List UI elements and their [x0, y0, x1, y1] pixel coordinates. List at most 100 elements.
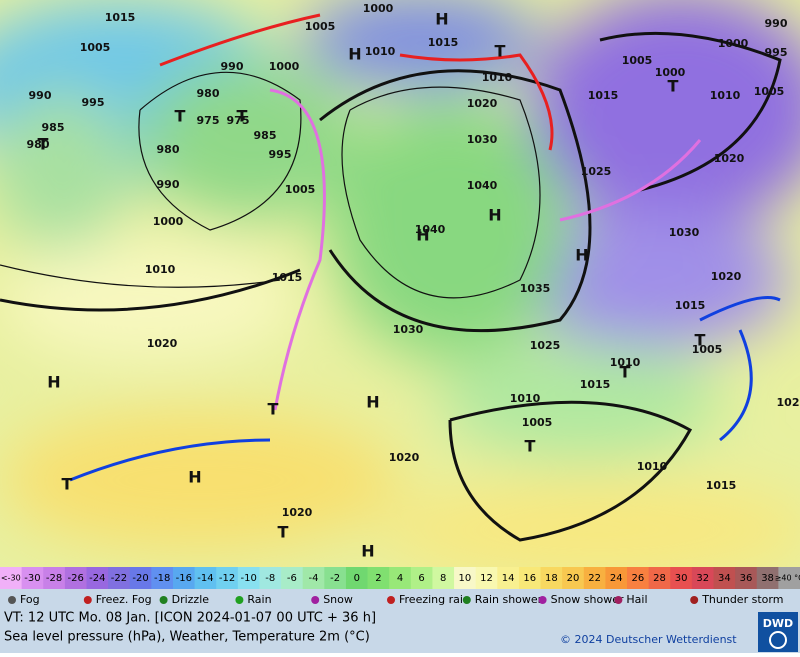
- description: Sea level pressure (hPa), Weather, Tempe…: [4, 630, 370, 645]
- color-cell: [43, 567, 66, 589]
- isobar-label: 1010: [510, 392, 541, 405]
- color-label: 0: [354, 573, 360, 584]
- color-label: -28: [46, 573, 62, 584]
- weather-icon: [83, 596, 92, 604]
- color-cell: [151, 567, 174, 589]
- color-label: 16: [523, 573, 536, 584]
- color-cell: [454, 567, 477, 589]
- pressure-center: T: [695, 331, 706, 350]
- color-cell: [172, 567, 196, 589]
- color-label: -10: [240, 573, 256, 584]
- isobar-label: 1035: [520, 282, 551, 295]
- weather-label: Freezing rain: [399, 593, 470, 606]
- isobar-label: 1015: [588, 89, 619, 102]
- color-label: -20: [132, 573, 148, 584]
- isobar-label: 1020: [147, 337, 178, 350]
- color-label: -18: [154, 573, 170, 584]
- color-label: -12: [219, 573, 235, 584]
- color-label: 10: [458, 573, 471, 584]
- isobar-label: 1020: [282, 506, 313, 519]
- isobar-label: 1005: [285, 183, 316, 196]
- isobar-label: 980: [197, 87, 220, 100]
- isobar-label: 1010: [145, 263, 176, 276]
- color-cell: [735, 567, 758, 589]
- isobar-label: 990: [765, 17, 788, 30]
- color-label: 24: [610, 573, 623, 584]
- color-cell: [367, 567, 390, 589]
- pressure-center: T: [38, 135, 49, 154]
- pressure-center: T: [278, 523, 289, 542]
- pressure-center: H: [575, 246, 588, 265]
- color-label: ≥40 °C: [775, 574, 800, 583]
- isobar-label: 1020: [711, 270, 742, 283]
- color-label: 18: [545, 573, 558, 584]
- color-label: -14: [197, 573, 213, 584]
- isobar-label: 990: [157, 178, 180, 191]
- weather-icon: [462, 596, 471, 604]
- pressure-center: H: [188, 468, 201, 487]
- weather-icon: [614, 596, 623, 604]
- color-label: 22: [588, 573, 601, 584]
- color-cell: [648, 567, 671, 589]
- pressure-center: H: [488, 206, 501, 225]
- isobar-label: 1030: [393, 323, 424, 336]
- isobars: [0, 31, 782, 542]
- color-cell: [432, 567, 455, 589]
- color-cell: [302, 567, 325, 589]
- isobar-label: 1020: [714, 152, 745, 165]
- color-cell: [605, 567, 628, 589]
- color-label: <-30: [1, 574, 21, 583]
- isobar-label: 1015: [675, 299, 706, 312]
- color-label: -8: [265, 573, 275, 584]
- isobar-label: 1015: [428, 36, 459, 49]
- isobar-label: 1005: [80, 41, 111, 54]
- isobar-label: 1005: [522, 416, 553, 429]
- pressure-center: H: [348, 45, 361, 64]
- weather-icon: [8, 596, 16, 604]
- color-label: 12: [480, 573, 493, 584]
- color-cell: [216, 567, 239, 589]
- color-scale: <-30 -30 -28 -26 -24 -22 -20 -18 -16 -14 -12 -10 -8-…: [0, 567, 800, 589]
- isobar-label: 995: [269, 148, 292, 161]
- color-label: -30: [24, 573, 40, 584]
- pressure-center: T: [620, 363, 631, 382]
- color-cell: [324, 567, 347, 589]
- isobar-label: 1000: [153, 215, 184, 228]
- color-cell: [345, 567, 369, 589]
- color-cell: [540, 567, 563, 589]
- color-cell: [691, 567, 715, 589]
- color-label: 4: [397, 573, 403, 584]
- pressure-center: H: [366, 393, 379, 412]
- color-cell: [713, 567, 736, 589]
- valid-time: VT: 12 UTC Mo. 08 Jan. [ICON 2024-01-07 …: [4, 611, 376, 626]
- isobar-label: 1015: [706, 479, 737, 492]
- color-label: 28: [653, 573, 666, 584]
- pressure-center: T: [668, 77, 679, 96]
- isobar-label: 1025: [581, 165, 612, 178]
- color-label: 34: [718, 573, 731, 584]
- isobar-label: 1010: [637, 460, 668, 473]
- weather-label: Rain: [247, 593, 271, 606]
- isobar-label: 1005: [692, 343, 723, 356]
- isobar-label: 1005: [754, 85, 785, 98]
- weather-label: Thunder storm: [701, 593, 783, 606]
- isobar-label: 985: [254, 129, 277, 142]
- color-cell: [129, 567, 152, 589]
- weather-icon: [159, 596, 168, 604]
- color-label: -2: [330, 573, 340, 584]
- color-cell: [237, 567, 260, 589]
- weather-label: Hail: [626, 593, 647, 606]
- weather-label: Drizzle: [172, 593, 210, 606]
- isobar-label: 1020: [389, 451, 420, 464]
- color-label: -22: [111, 573, 127, 584]
- isobar-label: 1015: [105, 11, 136, 24]
- color-cell: [627, 567, 650, 589]
- isobar-label: 980: [27, 138, 50, 151]
- weather-label: Fog: [20, 593, 40, 606]
- pressure-center: T: [268, 400, 279, 419]
- pressure-center: T: [525, 437, 536, 456]
- color-cell: [194, 567, 217, 589]
- color-label: -16: [176, 573, 192, 584]
- isobar-label: 1000: [363, 2, 394, 15]
- color-label: 38: [761, 573, 774, 584]
